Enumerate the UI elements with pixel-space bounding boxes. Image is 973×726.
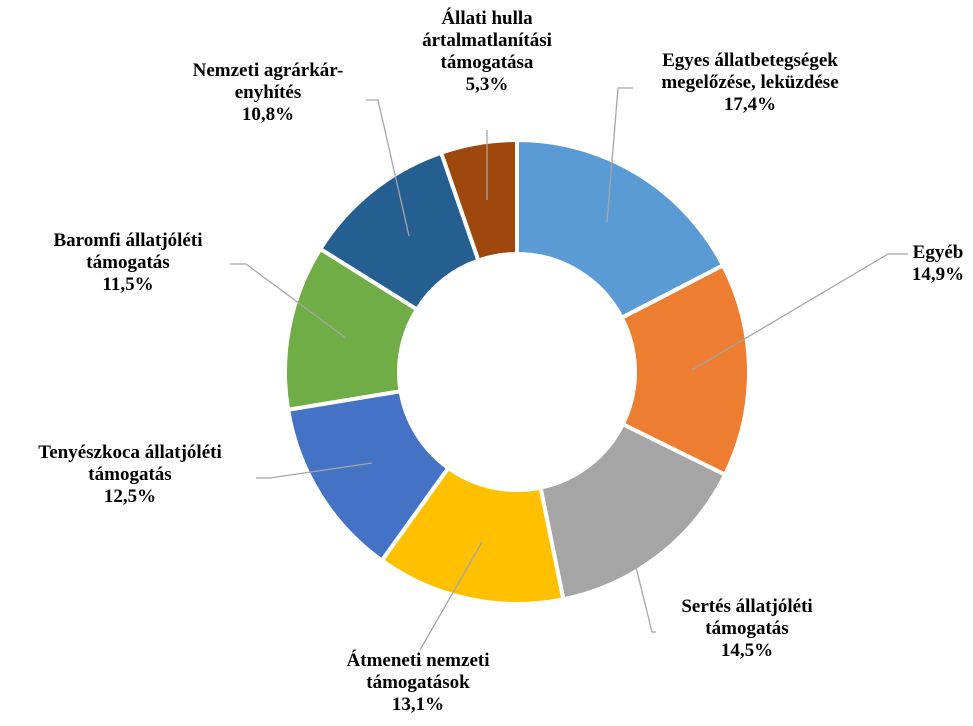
slice-7 — [438, 137, 519, 264]
data-label-text: Baromfi állatjóléti — [53, 230, 203, 251]
data-label-text: Egyéb — [912, 242, 964, 263]
data-label-text: enyhítés — [234, 82, 302, 103]
leader-line-5 — [230, 263, 347, 339]
data-label-text: támogatás — [705, 618, 789, 639]
data-label-0: Egyes állatbetegségek megelőzése, leküzdé… — [600, 50, 900, 116]
slice-0 — [515, 137, 726, 321]
data-label-5: Baromfi állatjóléti támogatás 11,5% — [13, 230, 243, 296]
leader-line-2 — [611, 469, 656, 633]
leader-line-3 — [419, 541, 483, 651]
leader-line-1 — [691, 253, 908, 371]
data-label-text: Egyes állatbetegségek — [662, 50, 838, 71]
data-label-value: 17,4% — [723, 94, 777, 115]
data-label-value: 11,5% — [102, 274, 154, 295]
data-label-text: Átmeneti nemzeti — [346, 650, 490, 671]
data-label-value: 12,5% — [103, 486, 157, 507]
data-label-value: 14,5% — [720, 640, 774, 661]
data-label-text: támogatás — [88, 464, 172, 485]
slice-3 — [379, 465, 566, 606]
data-label-value: 10,8% — [241, 104, 295, 125]
data-label-3: Átmeneti nemzeti támogatások 13,1% — [298, 650, 538, 716]
slice-2 — [538, 421, 728, 602]
data-label-4: Tenyészkoca állatjóléti támogatás 12,5% — [0, 442, 260, 508]
data-label-value: 14,9% — [911, 264, 965, 285]
leader-line-6 — [366, 99, 410, 237]
data-label-text: Tenyészkoca állatjóléti — [38, 442, 222, 463]
leader-line-0 — [606, 87, 633, 223]
slice-1 — [619, 262, 751, 478]
data-label-value: 5,3% — [465, 74, 509, 95]
data-label-text: Állati hulla — [441, 8, 533, 29]
data-label-text: megelőzése, leküzdése — [661, 72, 839, 93]
leader-line-4 — [256, 462, 373, 479]
data-label-text: Nemzeti agrárkár- — [192, 60, 344, 81]
data-label-text: támogatása — [440, 52, 534, 73]
data-label-text: támogatás — [86, 252, 170, 273]
data-label-7: Állati hulla ártalmatlanítási támogatása 5,… — [387, 8, 587, 96]
data-label-text: támogatások — [366, 672, 470, 693]
data-label-text: Sertés állatjóléti — [681, 596, 813, 617]
data-label-1: Egyéb 14,9% — [898, 242, 973, 286]
data-label-2: Sertés állatjóléti támogatás 14,5% — [637, 596, 857, 662]
data-label-value: 13,1% — [391, 694, 445, 715]
data-label-6: Nemzeti agrárkár-enyhítés 10,8% — [158, 60, 378, 126]
data-label-text: ártalmatlanítási — [422, 30, 552, 51]
